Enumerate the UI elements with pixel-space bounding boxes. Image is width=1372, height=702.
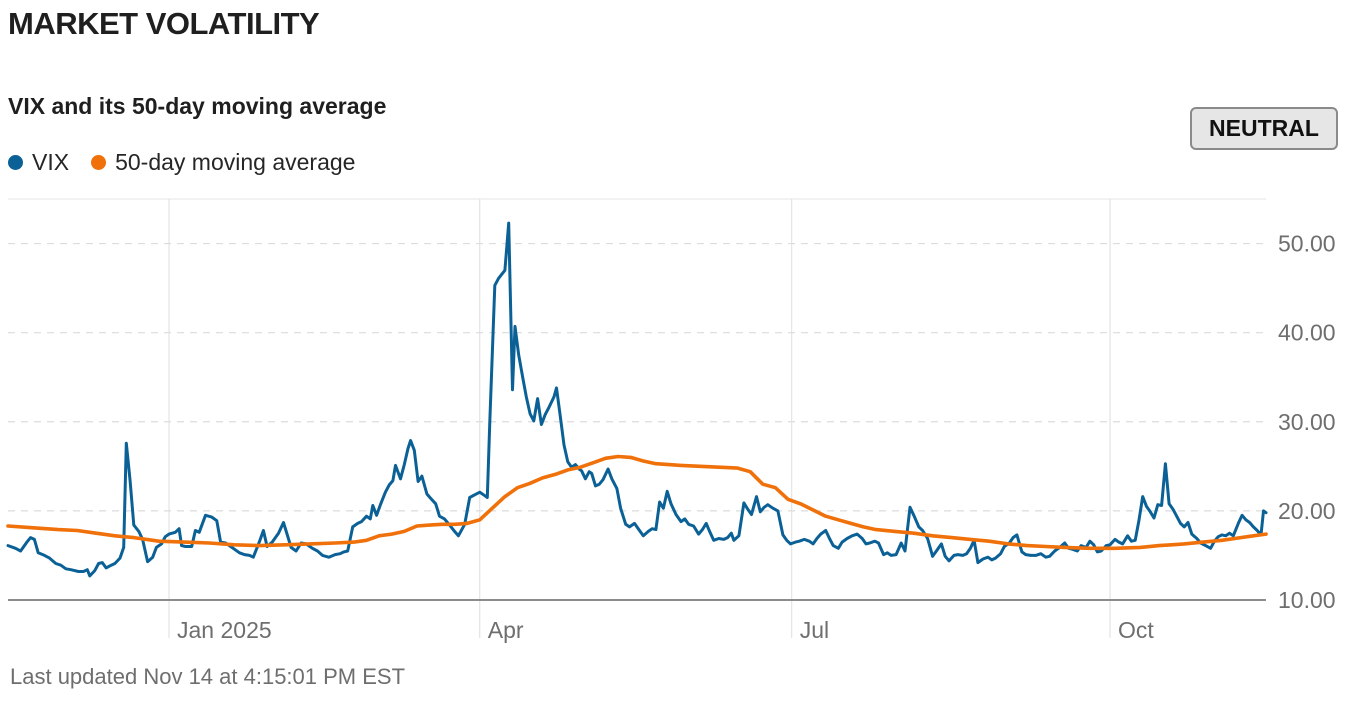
y-tick-label: 30.00: [1278, 409, 1336, 435]
legend-item-vix[interactable]: VIX: [8, 149, 69, 176]
x-tick-label: Jan 2025: [177, 617, 272, 643]
y-tick-label: 40.00: [1278, 320, 1336, 346]
vix-legend-dot: [8, 155, 23, 170]
chart-subtitle: VIX and its 50-day moving average: [8, 93, 387, 119]
moving-average-legend-dot: [91, 155, 107, 170]
sentiment-badge: NEUTRAL: [1190, 107, 1338, 150]
legend-item-moving-average[interactable]: 50-day moving average: [91, 149, 355, 176]
last-updated-timestamp: Last updated Nov 14 at 4:15:01 PM EST: [10, 664, 406, 689]
legend-label-moving-average: 50-day moving average: [115, 149, 356, 175]
x-tick-label: Apr: [488, 617, 524, 643]
x-tick-label: Jul: [800, 617, 829, 643]
legend: VIX 50-day moving average: [8, 149, 377, 176]
vix-line-chart: Jan 2025 Apr Jul Oct 10.00 20.00 30.00 40.00 50.…: [6, 198, 1336, 643]
vix-series-line[interactable]: [6, 221, 1268, 578]
chart-title: MARKET VOLATILITY: [8, 6, 320, 41]
moving-average-series-line[interactable]: [6, 454, 1268, 551]
y-tick-label: 20.00: [1278, 498, 1336, 524]
y-tick-label: 50.00: [1278, 231, 1336, 257]
legend-label-vix: VIX: [32, 149, 70, 175]
x-tick-label: Oct: [1118, 617, 1154, 643]
y-tick-label: 10.00: [1278, 587, 1336, 613]
